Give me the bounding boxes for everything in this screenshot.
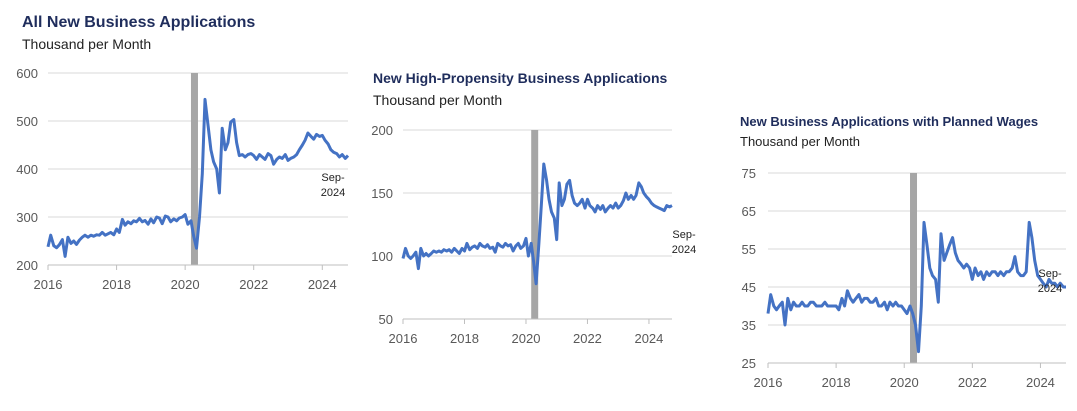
chart-1-title: All New Business Applications [22, 14, 256, 31]
chart-3-subtitle: Thousand per Month [740, 134, 860, 149]
annotation-label: Sep- [321, 172, 345, 184]
series-line [401, 162, 673, 286]
annotation-label: 2024 [321, 187, 345, 199]
x-tick-label: 2024 [308, 277, 337, 292]
y-tick-label: 200 [16, 258, 38, 273]
chart-3-title: New Business Applications with Planned W… [740, 114, 1039, 129]
x-tick-label: 2020 [890, 375, 919, 390]
y-tick-label: 65 [742, 204, 756, 219]
x-tick-label: 2022 [958, 375, 987, 390]
x-tick-label: 2024 [634, 331, 663, 346]
series-line [766, 220, 1066, 354]
annotation-label: 2024 [672, 244, 696, 256]
annotation-label: Sep- [1038, 268, 1062, 280]
x-tick-label: 2022 [573, 331, 602, 346]
x-tick-label: 2022 [239, 277, 268, 292]
chart-2-subtitle: Thousand per Month [373, 92, 503, 108]
series-line [46, 97, 350, 258]
y-tick-label: 200 [371, 123, 393, 138]
y-tick-label: 150 [371, 186, 393, 201]
y-tick-label: 75 [742, 166, 756, 181]
y-tick-label: 25 [742, 356, 756, 371]
annotation-label: 2024 [1038, 283, 1062, 295]
y-tick-label: 600 [16, 66, 38, 81]
x-tick-label: 2018 [102, 277, 131, 292]
y-tick-label: 100 [371, 249, 393, 264]
chart-2-title: New High-Propensity Business Application… [373, 70, 668, 86]
x-tick-label: 2018 [822, 375, 851, 390]
x-tick-label: 2016 [389, 331, 418, 346]
chart-1-subtitle: Thousand per Month [22, 36, 152, 52]
y-tick-label: 400 [16, 162, 38, 177]
recession-bar [531, 130, 539, 319]
y-tick-label: 500 [16, 114, 38, 129]
y-tick-label: 300 [16, 210, 38, 225]
x-tick-label: 2018 [450, 331, 479, 346]
recession-bar [910, 173, 918, 363]
x-tick-label: 2016 [754, 375, 783, 390]
x-tick-label: 2024 [1026, 375, 1055, 390]
x-tick-label: 2020 [512, 331, 541, 346]
x-tick-label: 2016 [34, 277, 63, 292]
y-tick-label: 45 [742, 280, 756, 295]
y-tick-label: 55 [742, 242, 756, 257]
y-tick-label: 35 [742, 318, 756, 333]
x-tick-label: 2020 [171, 277, 200, 292]
y-tick-label: 50 [379, 312, 393, 327]
annotation-label: Sep- [672, 229, 696, 241]
recession-bar [190, 73, 198, 265]
